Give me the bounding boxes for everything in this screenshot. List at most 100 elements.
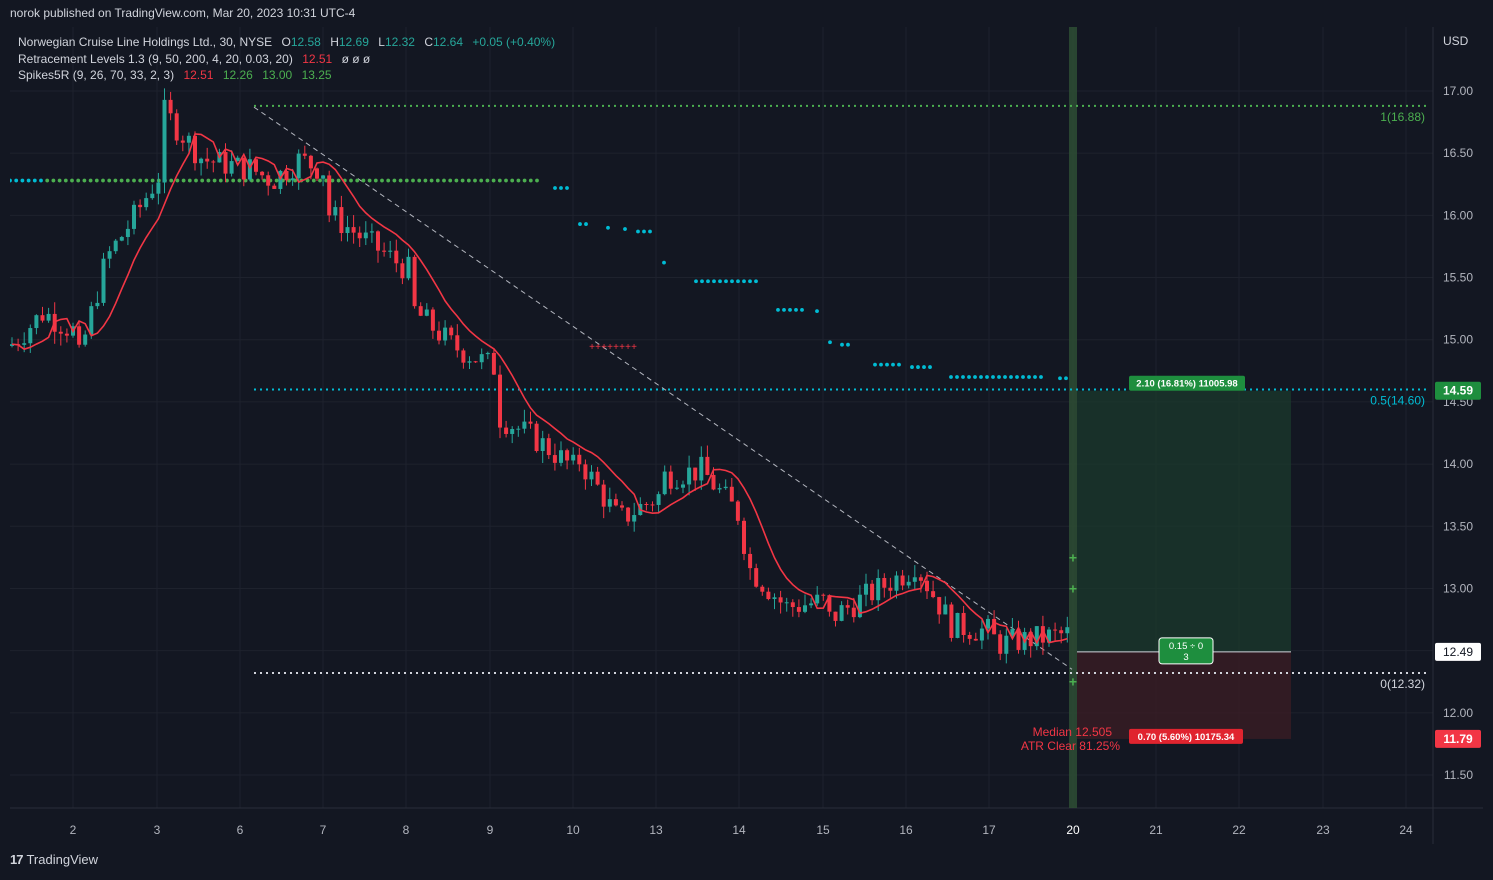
red-cross: + (589, 342, 595, 353)
resistance-dot (662, 260, 666, 265)
brand-name[interactable]: TradingView (26, 852, 99, 867)
resistance-dot (736, 279, 740, 284)
candle-body (1040, 626, 1045, 643)
candles (10, 88, 1070, 664)
candle-body (595, 471, 600, 485)
close-value: 12.64 (432, 35, 464, 49)
indicator-1-name[interactable]: Retracement Levels 1.3 (9, 50, 200, 4, 2… (18, 51, 293, 66)
candle-body (613, 499, 618, 506)
candle-body (998, 634, 1003, 654)
candle-body (473, 361, 478, 363)
resistance-dot (922, 365, 926, 369)
candle-body (34, 315, 39, 329)
candle-body (992, 618, 997, 635)
symbol-name[interactable]: Norwegian Cruise Line Holdings Ltd., 30,… (18, 35, 273, 49)
resistance-dot (718, 279, 722, 284)
support-dot (57, 178, 62, 183)
candle-body (1047, 629, 1051, 643)
resistance-dot (949, 375, 953, 379)
candle-body (64, 333, 69, 336)
candle-body (351, 227, 356, 233)
candle-body (455, 335, 460, 351)
candle-body (125, 228, 130, 238)
resistance-dot (584, 222, 588, 226)
support-dot (249, 178, 254, 183)
candle-body (284, 170, 289, 181)
support-dot (10, 178, 12, 183)
candle-body (95, 302, 100, 307)
support-dot (200, 178, 205, 183)
indicator-2-value-3: 13.00 (262, 68, 293, 82)
indicator-2-name[interactable]: Spikes5R (9, 26, 70, 33, 2, 3) (18, 68, 175, 82)
candle-body (589, 471, 594, 480)
green-cross-marker: + (1069, 580, 1077, 596)
open-label: O (281, 35, 291, 49)
resistance-dot (724, 279, 728, 284)
candle-body (540, 438, 545, 451)
support-dot (231, 178, 236, 183)
support-dot (361, 178, 366, 183)
support-dot (380, 178, 384, 183)
candle-body (949, 604, 954, 638)
support-dot (206, 178, 211, 183)
candle-body (735, 501, 740, 521)
candle-body (583, 464, 588, 480)
candle-body (717, 488, 722, 490)
trend-line (253, 106, 1073, 670)
candle-body (235, 157, 240, 162)
support-dot (256, 178, 260, 183)
candle-body (382, 250, 387, 252)
resistance-dot (873, 362, 877, 367)
candle-body (290, 178, 295, 181)
resistance-dot (565, 186, 569, 190)
support-dot (113, 178, 118, 183)
target-zone (1077, 390, 1291, 652)
candle-body (876, 577, 881, 601)
support-dot (336, 178, 341, 183)
candle-body (827, 595, 832, 612)
candle-body (839, 605, 844, 621)
candle-body (894, 575, 899, 591)
x-tick-label: 6 (237, 823, 244, 837)
candle-body (266, 175, 271, 186)
candle-body (760, 586, 765, 592)
resistance-dot (1015, 375, 1019, 379)
candle-body (156, 182, 161, 194)
resistance-dot (800, 307, 804, 312)
support-dot (274, 178, 279, 183)
candle-body (321, 175, 326, 179)
currency-label[interactable]: USD (1443, 34, 1469, 48)
y-tick-label: 11.50 (1444, 768, 1473, 782)
candle-body (357, 232, 362, 239)
candle-body (77, 326, 82, 345)
resistance-dot (916, 365, 920, 369)
candle-body (46, 313, 51, 321)
y-tick-label: 14.00 (1443, 457, 1473, 471)
resistance-dot (1009, 375, 1013, 379)
candle-body (437, 330, 441, 341)
candle-body (796, 607, 801, 612)
atr-annotation: ATR Clear 81.25% (1021, 739, 1120, 753)
support-dot (45, 178, 50, 183)
candle-body (180, 140, 185, 143)
candle-body (571, 454, 576, 461)
candle-body (687, 467, 692, 485)
entry-label-text-1: 0.15 ÷ 0 (1169, 641, 1203, 652)
resistance-dot (910, 365, 914, 369)
chart-area[interactable]: 1(16.88) 0.5(14.60) 0(12.32) + + + + + + + + + + +2.1… (10, 27, 1483, 844)
indicator-1-value: 12.51 (302, 51, 333, 66)
resistance-dot (973, 375, 977, 379)
candle-body (400, 263, 405, 279)
low-label: L (378, 35, 385, 49)
resistance-dot (694, 279, 698, 284)
price-chart-svg[interactable]: 1(16.88)0.5(14.60)0(12.32)+ + + + + + + ++++2.1… (10, 27, 1483, 844)
candle-body (107, 251, 112, 259)
candle-body (144, 198, 149, 208)
support-dot (144, 178, 149, 183)
candle-body (302, 153, 307, 156)
y-tick-label: 13.50 (1443, 519, 1473, 533)
resistance-dot (559, 186, 563, 190)
support-dot (101, 178, 105, 183)
resistance-dot (979, 375, 983, 379)
y-tick-label: 16.50 (1443, 146, 1473, 160)
